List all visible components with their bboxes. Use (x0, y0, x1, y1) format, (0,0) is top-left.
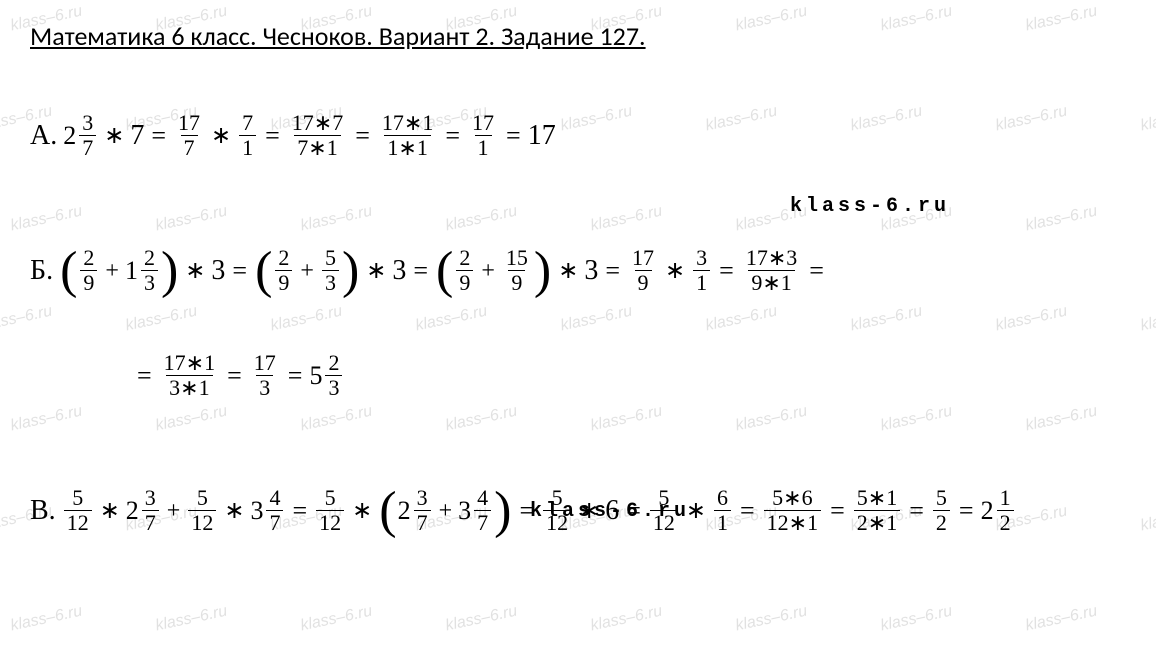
left-paren: ( (436, 250, 453, 292)
watermark-text: klass–6.ru (1024, 603, 1099, 636)
fraction: 177 (175, 112, 203, 159)
left-paren: ( (60, 250, 77, 292)
watermark-text: klass–6.ru (734, 603, 809, 636)
fraction: 29 (275, 247, 292, 294)
equation-row-a: А. 2 37 ∗ 7 = 177 ∗ 71 = 17∗77∗1 = 17∗11… (30, 112, 1126, 159)
fraction: 17∗39∗1 (743, 247, 800, 294)
watermark-text: klass–6.ru (589, 603, 664, 636)
right-paren: ) (534, 250, 551, 292)
left-paren: ( (379, 490, 396, 532)
equation-row-v: В. 512 ∗ 2 37 + 512 ∗ 3 47 = 512 ∗ ( 2 3… (30, 487, 1126, 534)
fraction: 512 (188, 487, 216, 534)
mixed-fraction: 3 47 (458, 487, 493, 534)
fraction: 512 (543, 487, 571, 534)
page-title: Математика 6 класс. Чесноков. Вариант 2.… (30, 20, 1126, 52)
fraction: 5∗12∗1 (854, 487, 900, 534)
fraction: 71 (239, 112, 256, 159)
fraction: 512 (64, 487, 92, 534)
equation-row-b2: = 17∗13∗1 = 173 = 5 23 (30, 352, 1126, 399)
mixed-fraction: 2 37 (398, 487, 433, 534)
fraction: 29 (456, 247, 473, 294)
label-a: А. (30, 122, 57, 150)
watermark-text: klass–6.ru (444, 603, 519, 636)
right-paren: ) (342, 250, 359, 292)
result-v: 2 12 (981, 487, 1016, 534)
right-paren: ) (494, 490, 511, 532)
fraction: 512 (650, 487, 678, 534)
mixed-fraction: 3 47 (250, 487, 285, 534)
fraction: 17∗11∗1 (379, 112, 436, 159)
fraction: 17∗77∗1 (289, 112, 346, 159)
fraction: 512 (316, 487, 344, 534)
fraction: 179 (629, 247, 657, 294)
result-b: 5 23 (309, 352, 344, 399)
label-b: Б. (30, 257, 53, 285)
fraction: 53 (322, 247, 339, 294)
mixed-fraction: 2 37 (126, 487, 161, 534)
left-paren: ( (255, 250, 272, 292)
fraction: 173 (251, 352, 279, 399)
equation-row-b1: Б. ( 29 + 1 23 ) ∗ 3 = ( 29 + 53 ) ∗ 3 =… (30, 247, 1126, 294)
label-v: В. (30, 497, 56, 525)
result-a: 17 (528, 122, 556, 150)
fraction: 29 (80, 247, 97, 294)
page-content: Математика 6 класс. Чесноков. Вариант 2.… (0, 0, 1156, 562)
fraction: 52 (933, 487, 950, 534)
mixed-fraction: 2 37 (63, 112, 98, 159)
right-paren: ) (161, 250, 178, 292)
fraction: 31 (693, 247, 710, 294)
watermark-text: klass–6.ru (154, 603, 229, 636)
watermark-text: klass–6.ru (299, 603, 374, 636)
fraction: 5∗612∗1 (764, 487, 821, 534)
fraction: 17∗13∗1 (161, 352, 218, 399)
watermark-text: klass–6.ru (9, 603, 84, 636)
mixed-fraction: 1 23 (125, 247, 160, 294)
fraction: 159 (503, 247, 531, 294)
fraction: 61 (714, 487, 731, 534)
watermark-text: klass–6.ru (879, 603, 954, 636)
fraction: 171 (469, 112, 497, 159)
